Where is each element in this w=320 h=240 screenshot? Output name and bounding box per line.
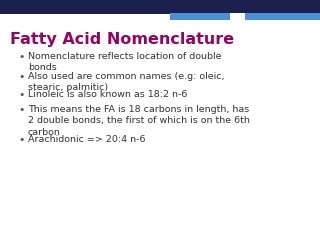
Bar (170, 13, 320, 20)
Text: This means the FA is 18 carbons in length, has
2 double bonds, the first of whic: This means the FA is 18 carbons in lengt… (28, 105, 250, 137)
Text: Arachidonic => 20:4 n-6: Arachidonic => 20:4 n-6 (28, 135, 146, 144)
Text: •: • (18, 135, 24, 145)
Text: •: • (18, 72, 24, 82)
Text: •: • (18, 52, 24, 62)
Text: Fatty Acid Nomenclature: Fatty Acid Nomenclature (10, 32, 234, 47)
Text: Also used are common names (e.g: oleic,
stearic, palmitic): Also used are common names (e.g: oleic, … (28, 72, 225, 92)
Text: •: • (18, 105, 24, 115)
Text: •: • (18, 90, 24, 100)
Text: Linoleic is also known as 18:2 n-6: Linoleic is also known as 18:2 n-6 (28, 90, 188, 99)
Text: Nomenclature reflects location of double
bonds: Nomenclature reflects location of double… (28, 52, 221, 72)
Bar (0, 0, 320, 14)
Bar (230, 13, 245, 20)
